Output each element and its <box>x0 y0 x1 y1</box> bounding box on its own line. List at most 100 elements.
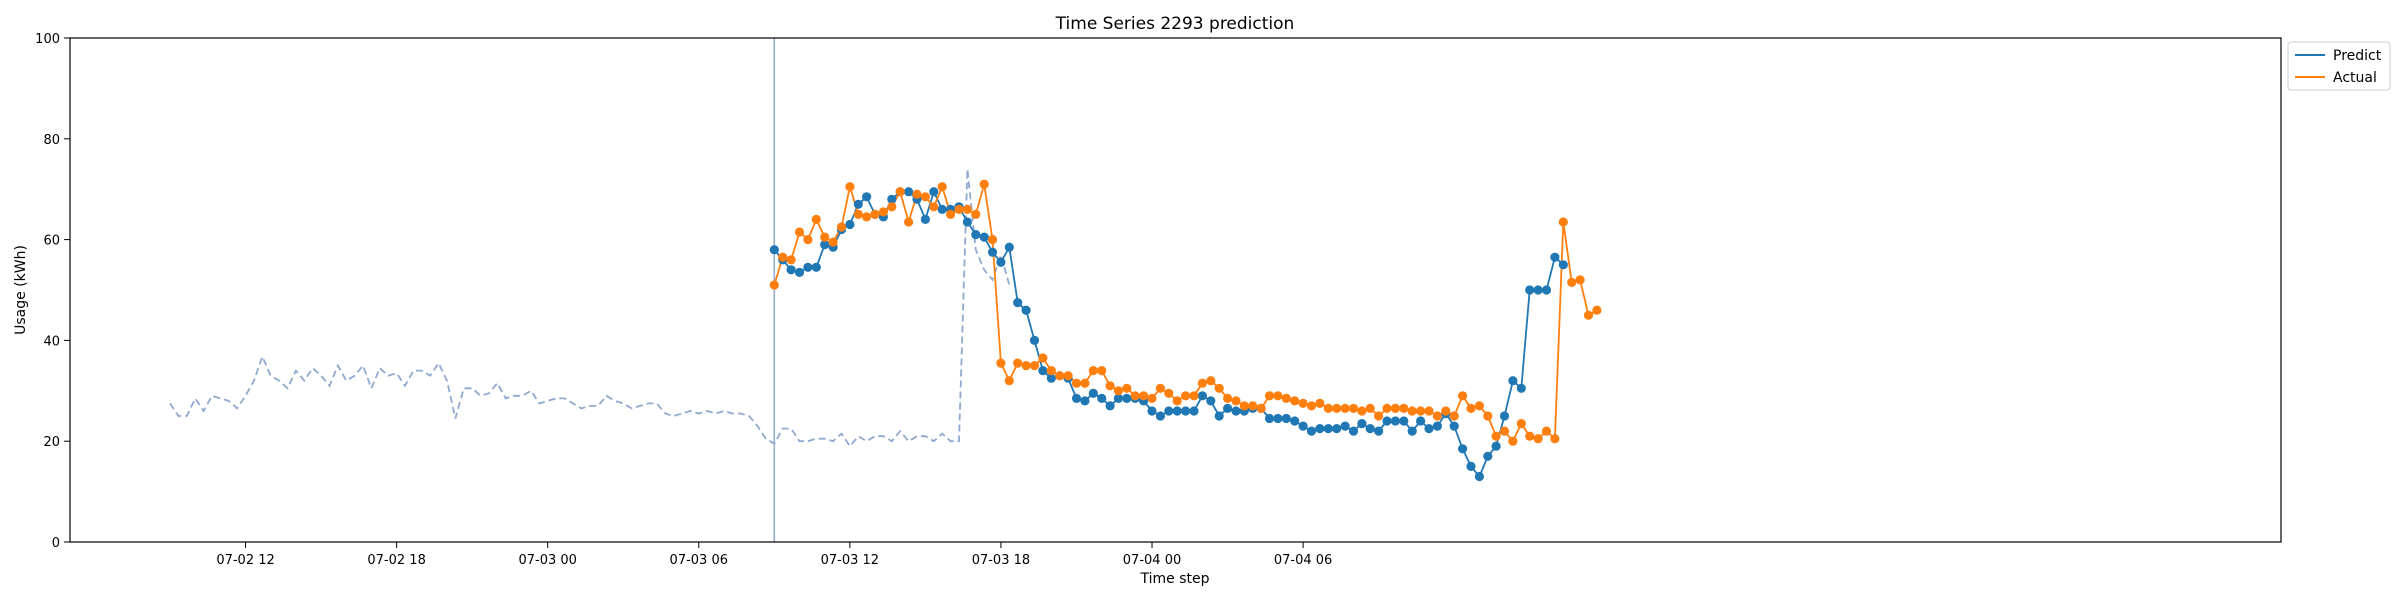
actual-point <box>1021 361 1031 371</box>
actual-point <box>1550 434 1560 444</box>
actual-line <box>773 183 1598 443</box>
actual-point <box>778 252 788 262</box>
actual-point <box>1558 217 1568 227</box>
actual-point <box>1181 391 1191 401</box>
predict-point <box>1550 252 1560 262</box>
actual-point <box>1248 401 1258 411</box>
y-tick-label: 20 <box>43 435 60 450</box>
x-tick-label: 07-03 06 <box>670 553 728 568</box>
actual-point <box>1097 366 1107 376</box>
predict-point <box>1533 285 1543 295</box>
actual-point <box>1340 403 1350 413</box>
actual-point <box>1416 406 1426 416</box>
predict-point <box>1499 411 1510 421</box>
actual-point <box>1155 383 1165 393</box>
actual-point <box>870 209 880 219</box>
plot-area <box>169 38 1602 542</box>
predict-point <box>1332 424 1342 434</box>
predict-point <box>1474 471 1484 482</box>
predict-point <box>1508 376 1518 386</box>
predict-point <box>1206 396 1216 406</box>
y-tick-label: 60 <box>43 234 60 249</box>
legend-actual-label: Actual <box>2333 70 2377 86</box>
actual-point <box>1214 383 1224 393</box>
x-tick-label: 07-03 00 <box>518 553 576 568</box>
predict-point <box>1181 406 1191 416</box>
predict-point <box>769 245 779 255</box>
actual-point <box>1004 376 1014 386</box>
predict-point <box>1223 403 1233 413</box>
predict-point <box>1525 285 1535 295</box>
actual-point <box>803 235 813 245</box>
predict-point <box>1046 373 1056 383</box>
history-line <box>169 168 1011 448</box>
actual-point <box>987 235 998 245</box>
predict-point <box>1458 444 1468 454</box>
predict-point <box>1357 419 1367 429</box>
actual-point <box>962 204 973 214</box>
predict-point <box>1214 411 1224 421</box>
chart-title: Time Series 2293 prediction <box>1055 14 1295 34</box>
actual-point <box>1348 403 1359 413</box>
y-tick-label: 100 <box>35 32 60 47</box>
actual-point <box>1172 396 1182 406</box>
actual-point <box>853 209 863 219</box>
predict-point <box>996 257 1006 267</box>
actual-point <box>1071 378 1082 388</box>
predict-point <box>929 187 939 197</box>
predict-point <box>1088 388 1098 398</box>
actual-point <box>862 212 872 222</box>
actual-point <box>1038 353 1048 363</box>
actual-point <box>1567 277 1577 287</box>
actual-point <box>1399 403 1409 413</box>
predict-point <box>1306 426 1317 436</box>
actual-point <box>769 280 779 290</box>
actual-point <box>1407 406 1417 416</box>
actual-point <box>1206 376 1216 386</box>
y-axis-label: Usage (kWh) <box>13 245 29 335</box>
actual-point <box>1113 386 1123 396</box>
actual-point <box>1122 383 1132 393</box>
actual-point <box>920 192 931 202</box>
predict-point <box>1080 396 1090 406</box>
actual-point <box>1063 371 1073 381</box>
predict-point <box>904 187 914 197</box>
actual-point <box>946 209 956 219</box>
predict-point <box>1365 424 1375 434</box>
predict-point <box>962 217 973 227</box>
predict-point <box>1071 393 1082 403</box>
predict-point <box>862 192 872 202</box>
actual-point <box>1583 310 1594 320</box>
legend: Predict Actual <box>2287 41 2391 91</box>
predict-point <box>1038 366 1048 376</box>
actual-point <box>1449 411 1459 421</box>
predict-point <box>1290 416 1300 426</box>
actual-point <box>996 358 1006 368</box>
predict-point <box>845 219 855 230</box>
actual-point <box>954 204 964 214</box>
predict-point <box>1298 421 1308 431</box>
actual-point <box>828 237 838 247</box>
actual-point <box>836 222 847 232</box>
actual-point <box>1508 436 1518 446</box>
predict-point <box>920 214 931 224</box>
actual-point <box>971 209 981 219</box>
predict-point <box>1264 413 1275 424</box>
predict-point <box>1189 406 1199 416</box>
predict-point <box>1122 393 1132 403</box>
predict-point <box>1172 406 1182 416</box>
actual-point <box>1499 426 1510 436</box>
actual-point <box>1239 401 1249 411</box>
y-axis: 0 20 40 60 80 100 <box>35 32 70 551</box>
actual-point <box>1516 419 1526 429</box>
actual-point <box>1080 378 1090 388</box>
actual-point <box>904 217 914 227</box>
actual-point <box>1541 426 1552 436</box>
actual-point <box>1189 391 1199 401</box>
predict-point <box>1105 401 1115 411</box>
predict-point <box>1491 441 1501 451</box>
actual-point <box>1306 401 1317 411</box>
actual-point <box>895 187 905 197</box>
x-tick-label: 07-02 12 <box>216 553 274 568</box>
